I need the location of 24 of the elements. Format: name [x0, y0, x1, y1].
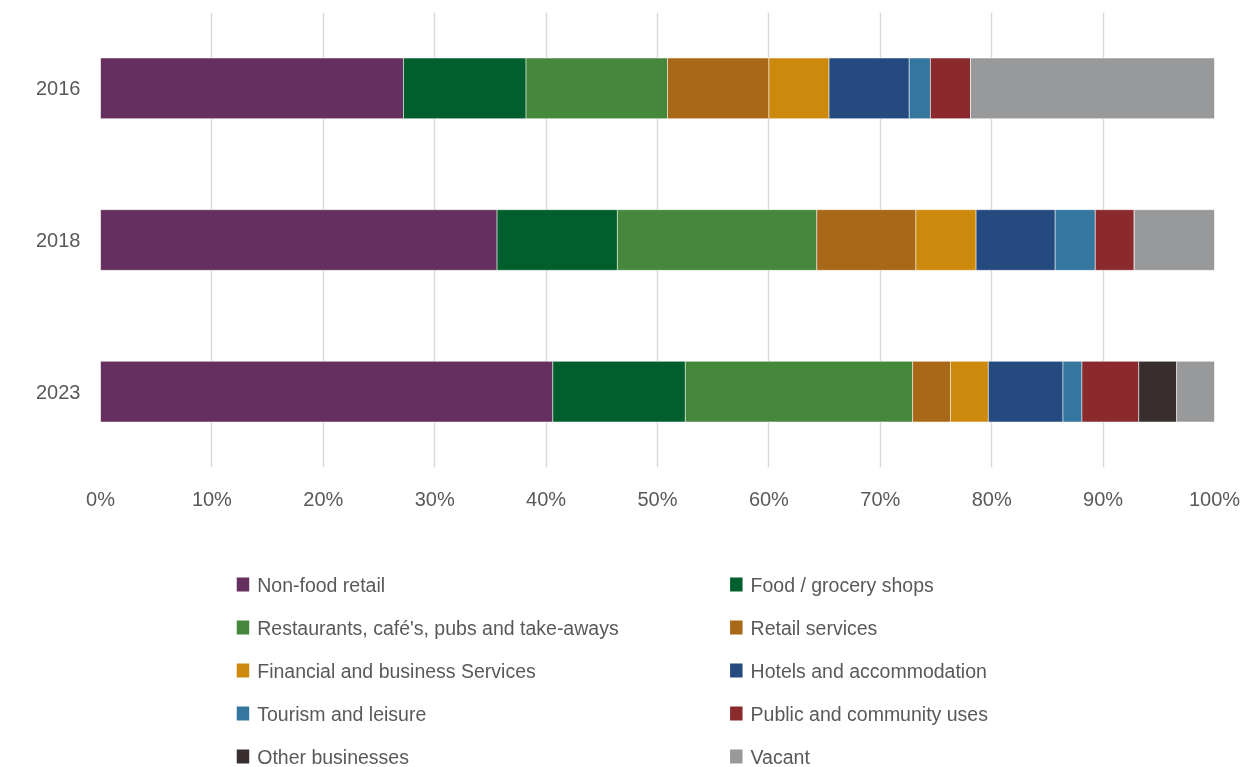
x-tick-label: 80%	[971, 487, 1012, 510]
x-tick-label: 70%	[860, 487, 901, 510]
legend-label: Tourism and leisure	[257, 702, 427, 725]
legend-label: Vacant	[750, 745, 811, 767]
legend-label: Public and community uses	[750, 702, 989, 725]
x-tick-label: 90%	[1083, 487, 1124, 510]
legend-label: Retail services	[750, 616, 878, 639]
y-tick-label: 2018	[36, 229, 81, 251]
x-tick-label: 0%	[86, 487, 116, 510]
x-tick-label: 40%	[526, 487, 567, 510]
legend-label: Food / grocery shops	[750, 573, 934, 596]
x-tick-label: 20%	[303, 487, 344, 510]
legend-label: Restaurants, café's, pubs and take-aways	[257, 616, 619, 639]
x-tick-label: 60%	[748, 487, 790, 510]
legend-label: Other businesses	[257, 745, 410, 767]
legend-label: Hotels and accommodation	[750, 659, 987, 682]
x-tick-label: 10%	[191, 487, 233, 510]
x-tick-label: 100%	[1188, 487, 1241, 510]
y-tick-label: 2023	[36, 380, 81, 403]
x-tick-label: 30%	[414, 487, 455, 510]
legend-label: Financial and business Services	[257, 659, 537, 682]
x-tick-label: 50%	[637, 487, 678, 510]
y-tick-label: 2016	[36, 77, 81, 100]
legend-label: Non-food retail	[257, 573, 386, 596]
